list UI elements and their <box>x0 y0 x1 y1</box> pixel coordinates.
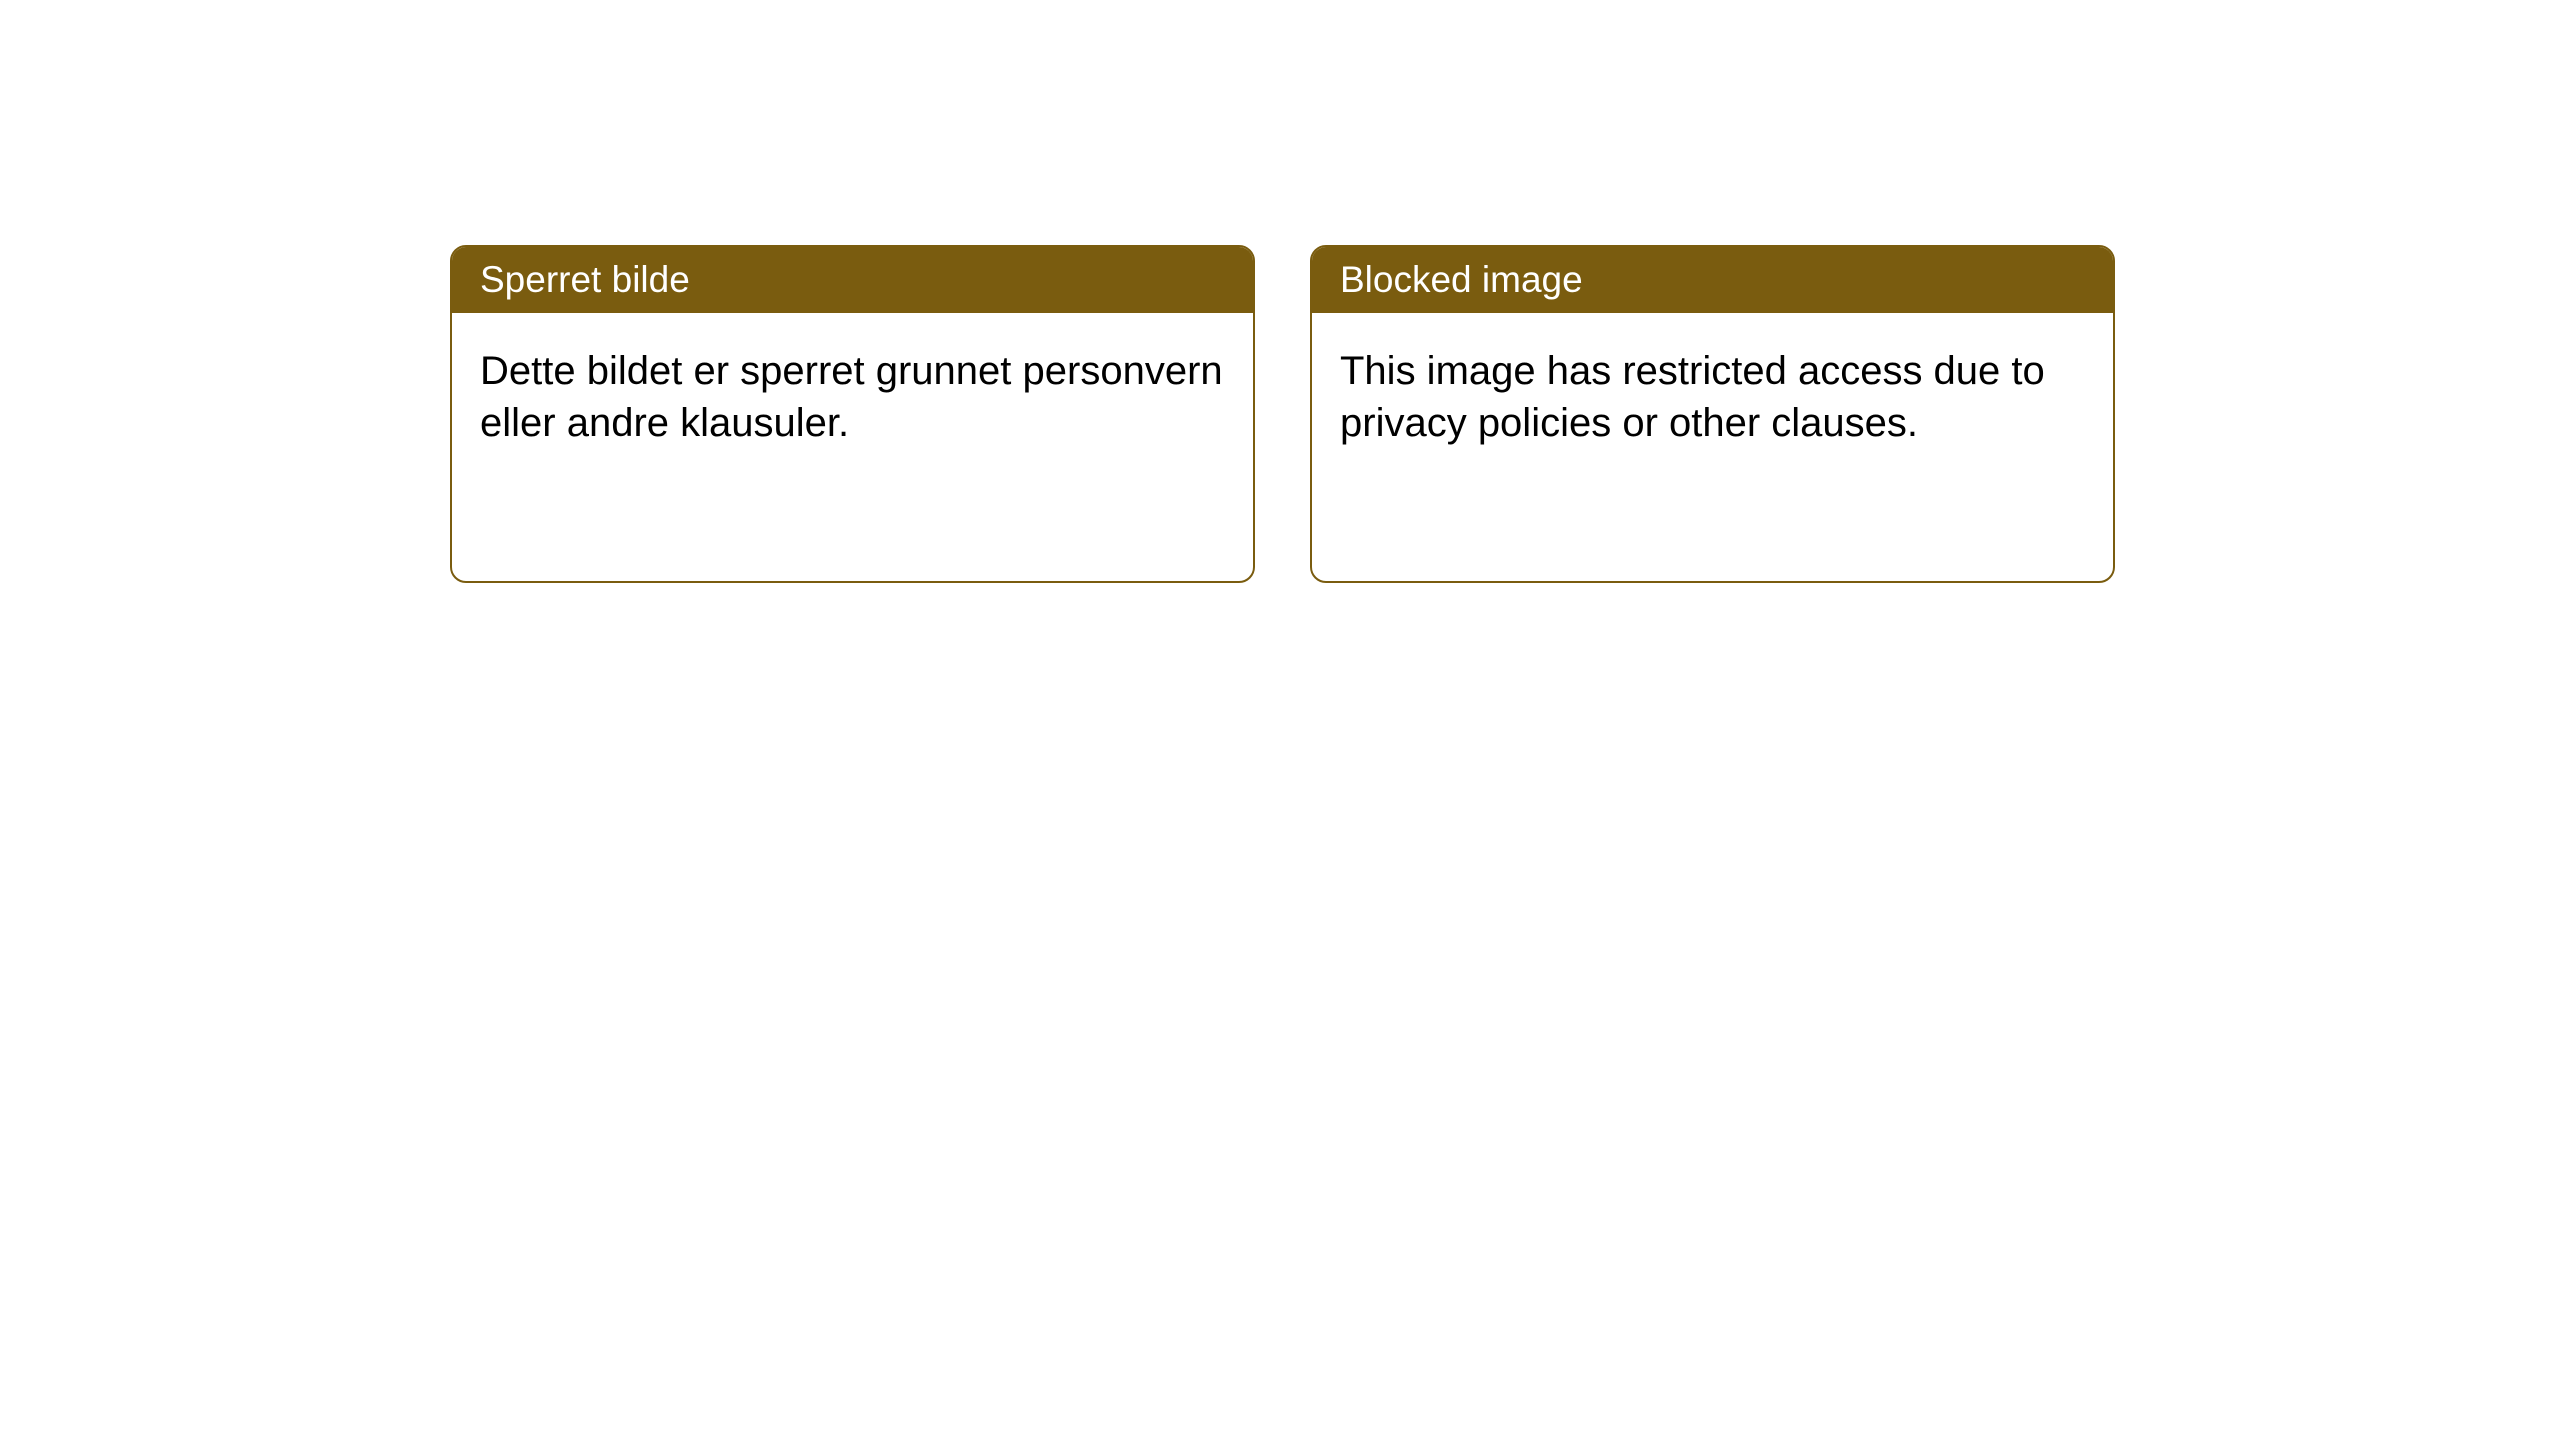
card-body: Dette bildet er sperret grunnet personve… <box>452 313 1253 481</box>
card-body-text: This image has restricted access due to … <box>1340 349 2045 445</box>
card-title: Blocked image <box>1340 259 1583 300</box>
card-body: This image has restricted access due to … <box>1312 313 2113 481</box>
card-header: Blocked image <box>1312 247 2113 313</box>
card-title: Sperret bilde <box>480 259 690 300</box>
notice-card-container: Sperret bilde Dette bildet er sperret gr… <box>0 0 2560 583</box>
card-body-text: Dette bildet er sperret grunnet personve… <box>480 349 1223 445</box>
notice-card-english: Blocked image This image has restricted … <box>1310 245 2115 583</box>
notice-card-norwegian: Sperret bilde Dette bildet er sperret gr… <box>450 245 1255 583</box>
card-header: Sperret bilde <box>452 247 1253 313</box>
